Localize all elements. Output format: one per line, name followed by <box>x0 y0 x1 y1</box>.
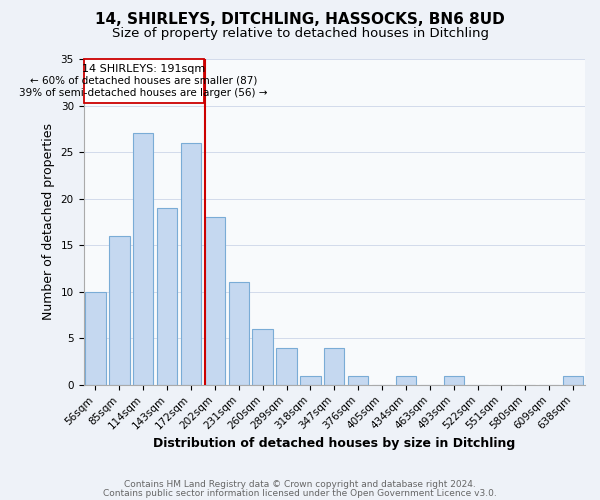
Text: Contains public sector information licensed under the Open Government Licence v3: Contains public sector information licen… <box>103 488 497 498</box>
Text: Contains HM Land Registry data © Crown copyright and database right 2024.: Contains HM Land Registry data © Crown c… <box>124 480 476 489</box>
Bar <box>324 348 344 385</box>
Bar <box>85 292 106 385</box>
Bar <box>348 376 368 385</box>
Bar <box>109 236 130 385</box>
Bar <box>300 376 320 385</box>
FancyBboxPatch shape <box>83 59 203 103</box>
Text: 39% of semi-detached houses are larger (56) →: 39% of semi-detached houses are larger (… <box>19 88 268 98</box>
Bar <box>133 134 154 385</box>
Bar <box>563 376 583 385</box>
Bar <box>396 376 416 385</box>
Bar <box>229 282 249 385</box>
Y-axis label: Number of detached properties: Number of detached properties <box>42 124 55 320</box>
Bar <box>181 143 201 385</box>
Bar <box>443 376 464 385</box>
Bar <box>253 329 273 385</box>
Bar <box>157 208 177 385</box>
Text: Size of property relative to detached houses in Ditchling: Size of property relative to detached ho… <box>112 28 488 40</box>
Bar <box>277 348 296 385</box>
Text: ← 60% of detached houses are smaller (87): ← 60% of detached houses are smaller (87… <box>30 76 257 86</box>
Text: 14, SHIRLEYS, DITCHLING, HASSOCKS, BN6 8UD: 14, SHIRLEYS, DITCHLING, HASSOCKS, BN6 8… <box>95 12 505 28</box>
Text: 14 SHIRLEYS: 191sqm: 14 SHIRLEYS: 191sqm <box>82 64 205 74</box>
Bar <box>205 218 225 385</box>
X-axis label: Distribution of detached houses by size in Ditchling: Distribution of detached houses by size … <box>153 437 515 450</box>
